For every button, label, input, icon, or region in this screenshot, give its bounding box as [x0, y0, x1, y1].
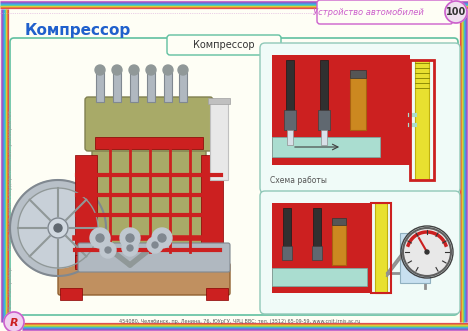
FancyBboxPatch shape [92, 142, 206, 270]
Circle shape [152, 242, 158, 248]
Circle shape [126, 234, 134, 242]
Bar [321, 130, 327, 145]
Bar [282, 246, 292, 260]
Circle shape [100, 242, 116, 258]
Circle shape [105, 247, 111, 253]
Text: Южно-Уральский  Государственный  университет: Южно-Уральский Государственный университ… [7, 110, 13, 250]
Circle shape [129, 65, 139, 75]
Circle shape [158, 234, 166, 242]
Text: Компрессор: Компрессор [193, 40, 255, 50]
Bar [130, 72, 138, 102]
Circle shape [90, 228, 110, 248]
Circle shape [127, 245, 133, 251]
Bar [312, 246, 322, 260]
Bar [415, 60, 429, 180]
Circle shape [54, 224, 62, 232]
Circle shape [146, 65, 156, 75]
Bar [272, 137, 380, 157]
FancyBboxPatch shape [260, 43, 460, 193]
Bar [284, 110, 296, 130]
Text: 454080, Челябинск, пр. Ленина, 76, ЮУрГУ, ЧРЦ ВВС: тел. (3512) 65-09-59, www.cni: 454080, Челябинск, пр. Ленина, 76, ЮУрГУ… [119, 319, 361, 324]
Bar [210, 100, 228, 180]
Circle shape [95, 65, 105, 75]
Circle shape [147, 237, 163, 253]
Circle shape [4, 312, 24, 331]
Bar [410, 60, 434, 180]
Polygon shape [10, 180, 106, 276]
Circle shape [152, 228, 172, 248]
Bar [96, 72, 104, 102]
Bar [272, 55, 410, 165]
Circle shape [445, 1, 467, 23]
Text: Устройство автомобилей: Устройство автомобилей [313, 8, 424, 17]
FancyBboxPatch shape [78, 243, 230, 272]
Text: Схема работы: Схема работы [270, 175, 327, 184]
Bar [75, 255, 225, 269]
Bar [350, 75, 366, 130]
Text: РНПО  Росприбор: РНПО Росприбор [7, 266, 13, 314]
Circle shape [178, 65, 188, 75]
Bar [95, 137, 203, 149]
Bar [371, 203, 391, 293]
Bar [113, 72, 121, 102]
Circle shape [120, 228, 140, 248]
Bar [283, 208, 291, 246]
Text: R: R [10, 318, 18, 328]
Circle shape [163, 65, 173, 75]
Bar [75, 155, 97, 267]
Text: Компрессор: Компрессор [25, 23, 131, 37]
Bar [375, 203, 387, 293]
Bar [147, 72, 155, 102]
Circle shape [112, 65, 122, 75]
Bar [206, 288, 228, 300]
Bar [318, 110, 330, 130]
Bar [179, 72, 187, 102]
Bar [332, 218, 346, 225]
Text: 100: 100 [446, 7, 466, 17]
Bar [201, 155, 223, 267]
Bar [272, 203, 372, 293]
FancyBboxPatch shape [167, 35, 281, 55]
Bar [287, 130, 293, 145]
Circle shape [122, 240, 138, 256]
Bar [313, 208, 321, 246]
Circle shape [96, 234, 104, 242]
Bar [350, 70, 366, 78]
Bar [164, 72, 172, 102]
Bar [208, 98, 230, 104]
Circle shape [48, 218, 68, 238]
FancyBboxPatch shape [317, 0, 453, 24]
Polygon shape [18, 188, 98, 268]
Circle shape [425, 250, 429, 254]
Bar [286, 60, 294, 110]
FancyBboxPatch shape [260, 191, 460, 314]
FancyBboxPatch shape [85, 97, 213, 151]
Bar [400, 233, 430, 283]
Circle shape [403, 228, 451, 276]
Bar [272, 268, 367, 286]
FancyBboxPatch shape [58, 263, 230, 295]
Bar [320, 60, 328, 110]
Bar [332, 223, 346, 265]
Bar [60, 288, 82, 300]
